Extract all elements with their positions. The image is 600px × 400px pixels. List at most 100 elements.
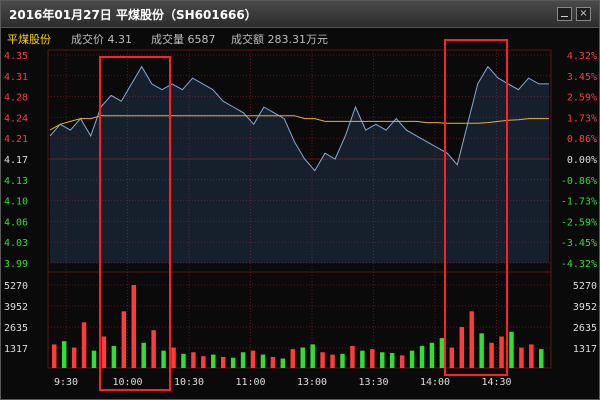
- volume-bar: [71, 347, 77, 368]
- volume-bar: [459, 327, 465, 368]
- price-tick-label: 4.17: [4, 155, 28, 166]
- volume-bar: [61, 341, 67, 368]
- highlight-box-afternoon: [444, 39, 508, 376]
- percent-tick-label: 3.45%: [567, 72, 597, 83]
- percent-tick-label: -0.86%: [561, 176, 597, 187]
- volume-bar: [270, 356, 276, 368]
- volume-bar: [121, 311, 127, 368]
- volume-bar: [141, 342, 146, 368]
- volume-bar: [161, 350, 166, 368]
- volume-bar: [509, 331, 514, 368]
- volume-bar: [250, 350, 256, 368]
- time-tick-label: 10:00: [112, 377, 142, 388]
- volume-bar: [529, 344, 534, 368]
- trade-amount: 成交额 283.31万元: [231, 33, 328, 46]
- time-tick-label: 11:00: [235, 377, 265, 388]
- volume-bar: [181, 353, 186, 368]
- percent-tick-label: 2.59%: [567, 93, 597, 104]
- percent-tick-label: 4.32%: [567, 51, 597, 62]
- title-bar: 2016年01月27日 平煤股份（SH601666） ×: [1, 1, 599, 28]
- price-tick-label: 4.31: [4, 72, 28, 83]
- volume-bar: [479, 333, 484, 368]
- volume-bar: [449, 347, 455, 368]
- volume-bar: [191, 352, 196, 368]
- volume-bar: [230, 357, 236, 368]
- volume-tick-label: 3952: [4, 302, 28, 313]
- price-tick-label: 4.24: [4, 113, 28, 124]
- volume-bar: [211, 354, 216, 368]
- volume-bar: [539, 349, 544, 368]
- volume-bar: [131, 285, 136, 368]
- volume-bar: [260, 354, 266, 368]
- price-tick-label: 4.21: [4, 134, 28, 145]
- volume-bar: [419, 345, 425, 368]
- percent-tick-label: -3.45%: [561, 238, 597, 249]
- volume-tick-label: 5270: [4, 281, 28, 292]
- time-tick-label: 13:30: [358, 377, 388, 388]
- price-tick-label: 4.03: [4, 238, 28, 249]
- time-tick-label: 10:30: [174, 377, 204, 388]
- volume-bar: [151, 330, 156, 368]
- volume-bar: [280, 358, 286, 368]
- volume-bar: [469, 311, 474, 368]
- price-tick-label: 3.99: [4, 259, 28, 270]
- volume-bar: [439, 338, 445, 368]
- price-tick-label: 4.06: [4, 217, 28, 228]
- volume-bar: [389, 353, 395, 368]
- volume-bar: [330, 354, 335, 368]
- plot-frame: [47, 49, 552, 369]
- volume-bar: [101, 336, 107, 368]
- volume-bar: [201, 356, 206, 368]
- percent-tick-label: 1.73%: [567, 113, 597, 124]
- volume-bar: [360, 350, 365, 368]
- time-tick-label: 9:30: [54, 377, 78, 388]
- volume-bar: [300, 347, 305, 368]
- volume-bar: [429, 342, 435, 368]
- volume-tick-label: 1317: [4, 344, 28, 355]
- volume-bar: [91, 350, 97, 368]
- last-price: 成交价 4.31: [71, 33, 132, 46]
- volume-bar: [489, 342, 494, 368]
- volume-bar: [380, 352, 385, 368]
- minimize-button[interactable]: [557, 7, 572, 21]
- time-tick-label: 14:30: [481, 377, 511, 388]
- volume-tick-label: 2635: [4, 323, 28, 334]
- volume-bar: [499, 336, 504, 368]
- percent-tick-label: 0.00%: [567, 155, 597, 166]
- price-line: [49, 65, 549, 172]
- price-tick-label: 4.35: [4, 51, 28, 62]
- price-tick-label: 4.28: [4, 93, 28, 104]
- volume-bar: [220, 356, 226, 368]
- highlight-box-morning: [99, 56, 171, 391]
- average-price-line: [49, 115, 549, 131]
- volume-bar: [290, 349, 296, 368]
- volume-bar: [310, 344, 315, 368]
- price-tick-label: 4.13: [4, 176, 28, 187]
- volume-bar: [350, 345, 355, 368]
- stock-name: 平煤股份: [7, 33, 51, 46]
- volume-bar: [171, 347, 176, 368]
- volume-bar: [240, 352, 246, 368]
- percent-tick-label: -4.32%: [561, 259, 597, 270]
- volume-bar: [399, 355, 405, 368]
- volume-bar: [320, 352, 325, 368]
- volume-tick-label-right: 1317: [573, 344, 597, 355]
- volume-bar: [52, 344, 57, 368]
- volume-bar: [370, 349, 375, 368]
- close-button[interactable]: ×: [576, 7, 591, 21]
- volume-tick-label-right: 3952: [573, 302, 597, 313]
- trade-volume: 成交量 6587: [151, 33, 216, 46]
- window-title: 2016年01月27日 平煤股份（SH601666）: [9, 8, 257, 22]
- time-tick-label: 14:00: [420, 377, 450, 388]
- volume-bar: [81, 322, 87, 368]
- volume-bar: [519, 347, 524, 368]
- volume-bar: [340, 353, 345, 368]
- volume-bar: [409, 350, 415, 368]
- quote-info-bar: 平煤股份 成交价 4.31 成交量 6587 成交额 283.31万元: [1, 28, 599, 46]
- percent-tick-label: -2.59%: [561, 217, 597, 228]
- volume-bar: [111, 345, 117, 368]
- volume-tick-label-right: 5270: [573, 281, 597, 292]
- time-tick-label: 13:00: [297, 377, 327, 388]
- percent-tick-label: 0.86%: [567, 134, 597, 145]
